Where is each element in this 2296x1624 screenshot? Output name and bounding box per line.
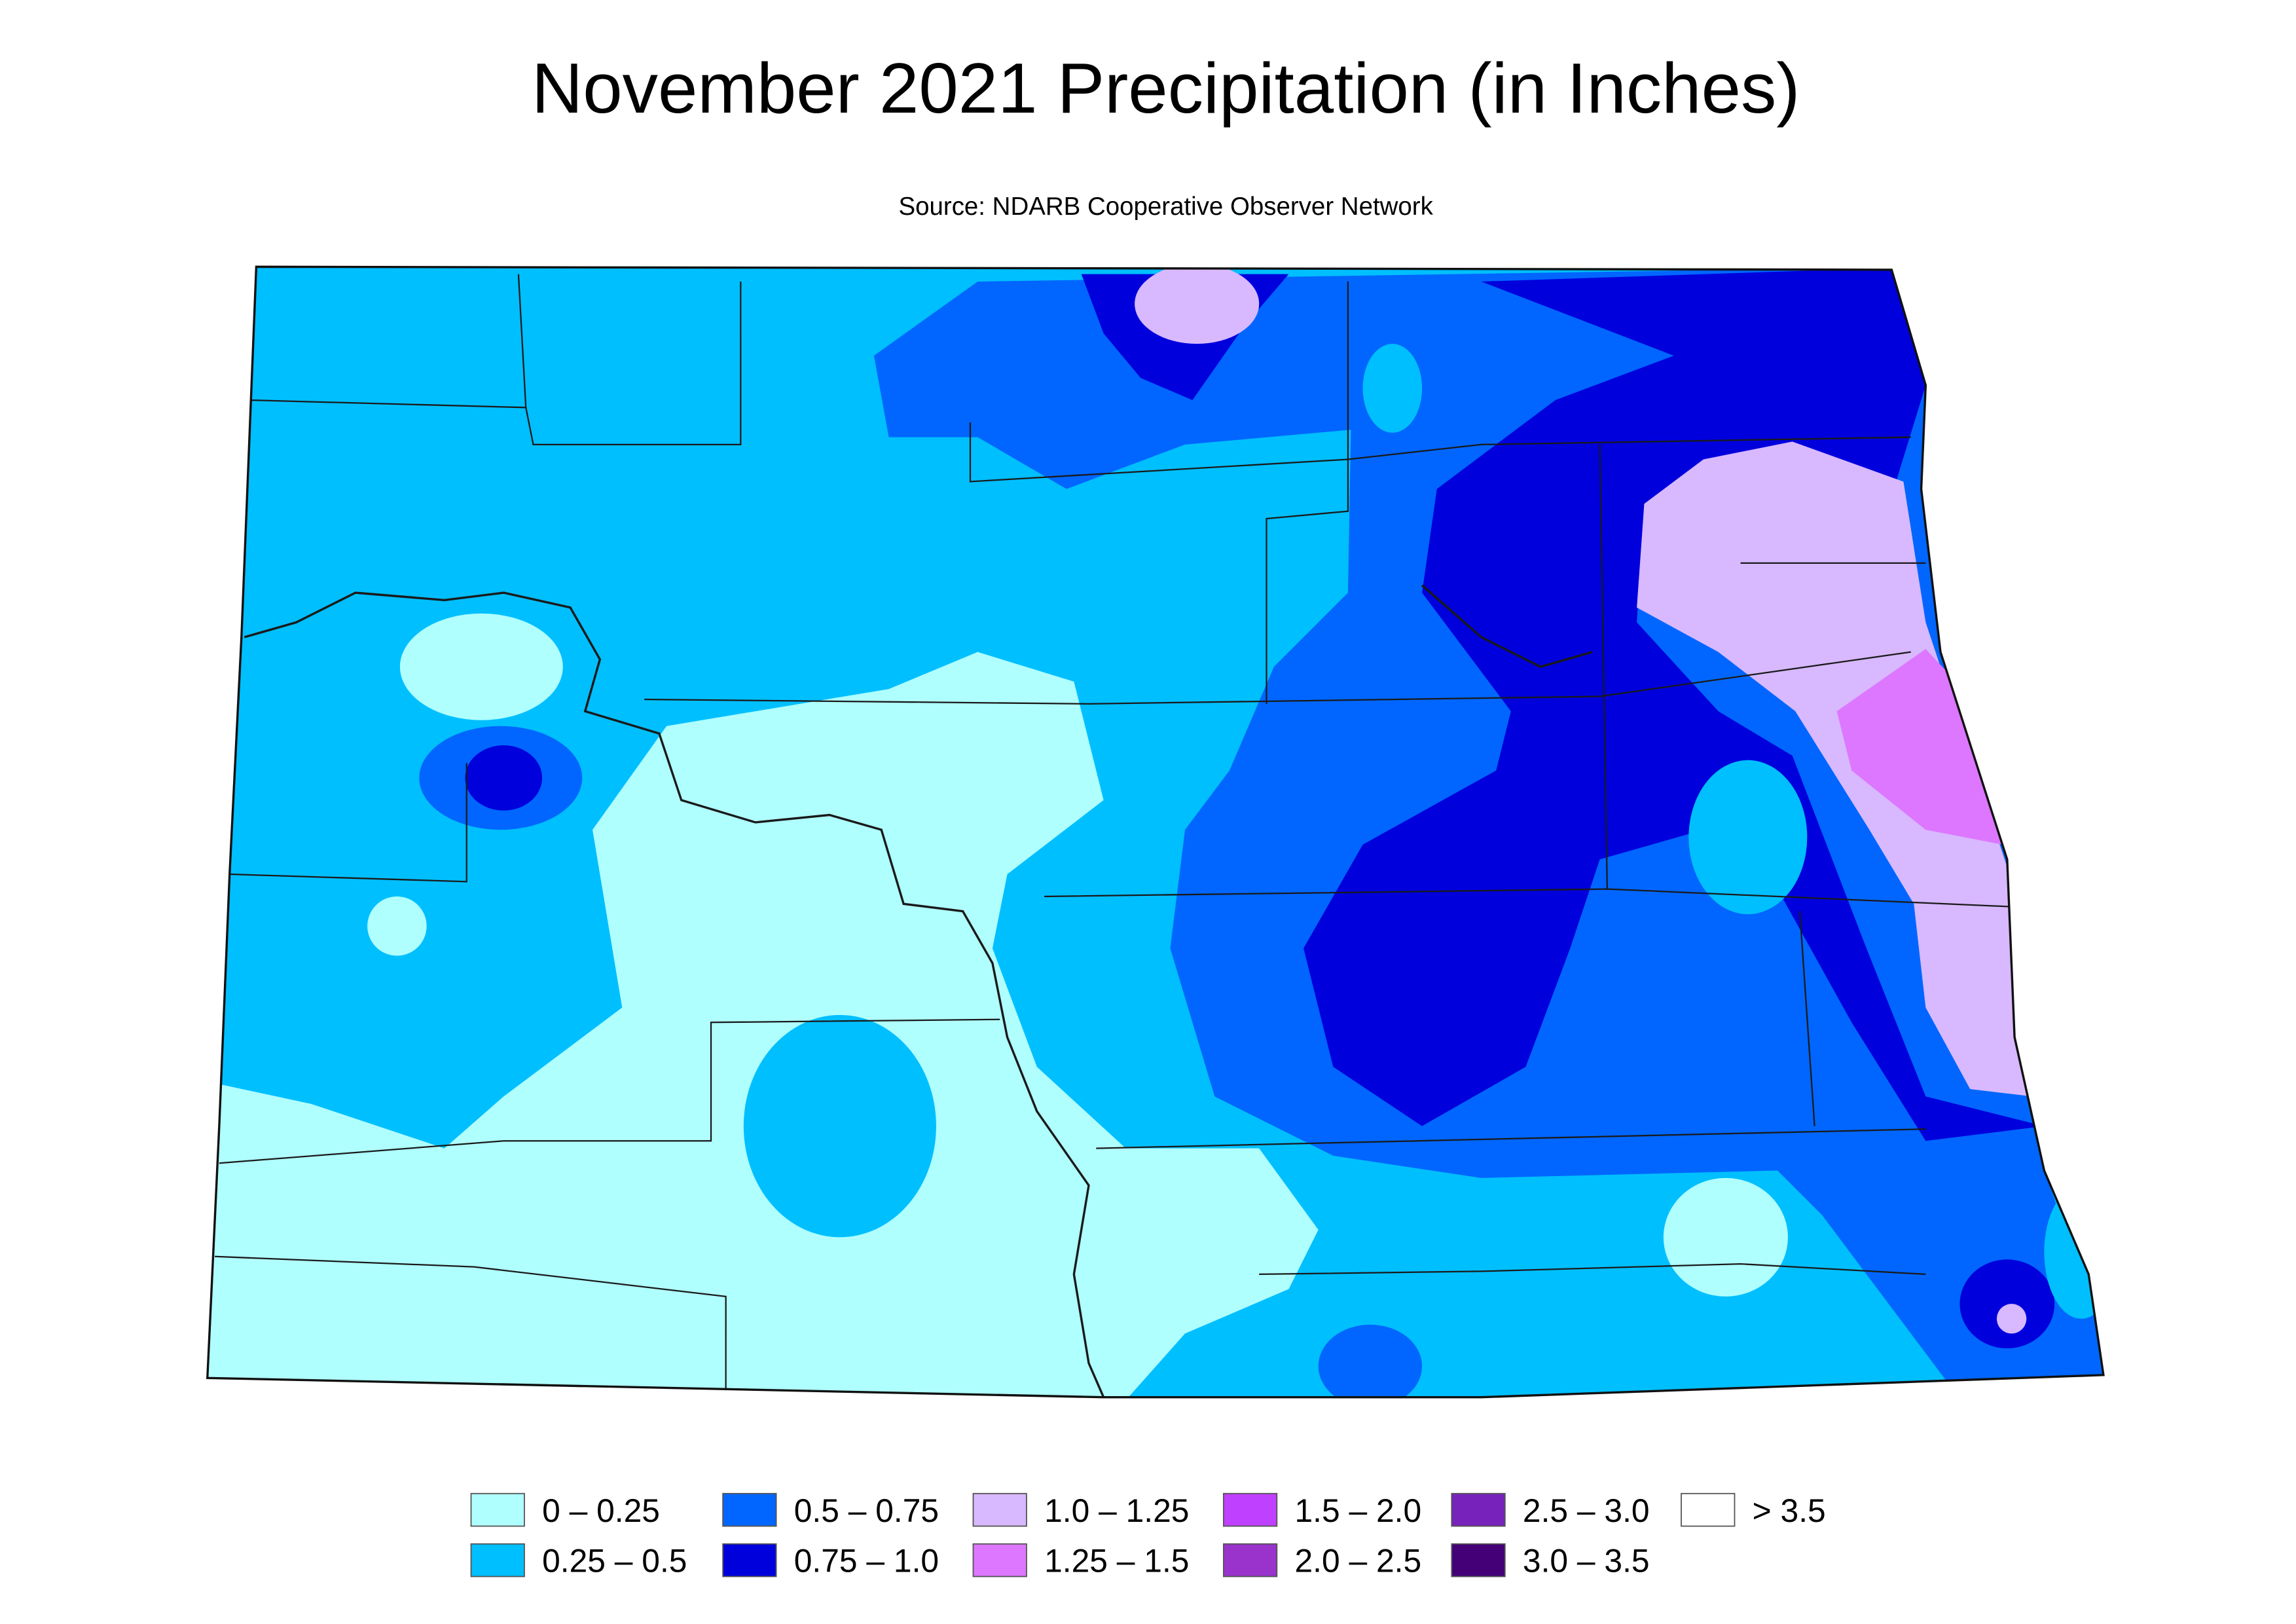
legend-label: 0.25 – 0.5 (542, 1543, 687, 1579)
legend-swatch (1681, 1492, 1736, 1527)
legend-swatch (722, 1492, 777, 1527)
zone-0-025 (367, 896, 427, 956)
subtitle: Source: NDARB Cooperative Observer Netwo… (898, 193, 1433, 221)
title: November 2021 Precipitation (in Inches) (532, 49, 1800, 128)
legend-swatch (1451, 1492, 1506, 1527)
missouri-river (244, 591, 1105, 1397)
legend-label: 0.5 – 0.75 (794, 1492, 939, 1529)
zone-0-025 (399, 613, 563, 720)
zone-075-1 (1959, 1259, 2055, 1349)
legend-label: 0.75 – 1.0 (794, 1543, 939, 1579)
legend-swatch (1222, 1492, 1278, 1527)
precip-field (207, 267, 2104, 1397)
legend-swatch (972, 1492, 1027, 1527)
legend-swatch (1222, 1543, 1278, 1578)
legend-label: 1.25 – 1.5 (1044, 1543, 1189, 1579)
legend-label: 1.0 – 1.25 (1044, 1492, 1189, 1529)
zone-05-075 (1318, 1324, 1423, 1397)
zone-0-025 (207, 652, 1319, 1397)
zone-1-125 (1637, 441, 2033, 1097)
sheyenne-river (1421, 584, 1593, 669)
legend-swatch (470, 1492, 525, 1527)
zone-075-1 (1303, 267, 2045, 1141)
legend-label: 2.0 – 2.5 (1294, 1543, 1421, 1579)
legend-label: 2.5 – 3.0 (1523, 1492, 1650, 1529)
legend-swatch (972, 1543, 1027, 1578)
legend-swatch (470, 1543, 525, 1578)
zone-0-025 (1663, 1177, 1788, 1297)
legend-label: > 3.5 (1753, 1492, 1826, 1529)
legend: 0 – 0.25 0.25 – 0.5 0.5 – 0.75 0.75 – 1.0 1.… (470, 1492, 1826, 1579)
legend-swatch (722, 1543, 777, 1578)
state-outline (206, 265, 2105, 1399)
zone-025-05 (1362, 344, 1423, 433)
zone-1-125 (1996, 1304, 2027, 1334)
zone-075-1 (465, 745, 543, 811)
zone-025-05 (1688, 760, 1808, 915)
legend-label: 3.0 – 3.5 (1523, 1543, 1650, 1579)
zone-025-05 (743, 1014, 936, 1238)
legend-label: 0 – 0.25 (542, 1492, 660, 1529)
legend-label: 1.5 – 2.0 (1294, 1492, 1421, 1529)
legend-swatch (1451, 1543, 1506, 1578)
county-lines (215, 274, 2015, 1393)
zone-025-05 (2044, 1185, 2104, 1319)
zone-1-125 (1135, 267, 1260, 344)
